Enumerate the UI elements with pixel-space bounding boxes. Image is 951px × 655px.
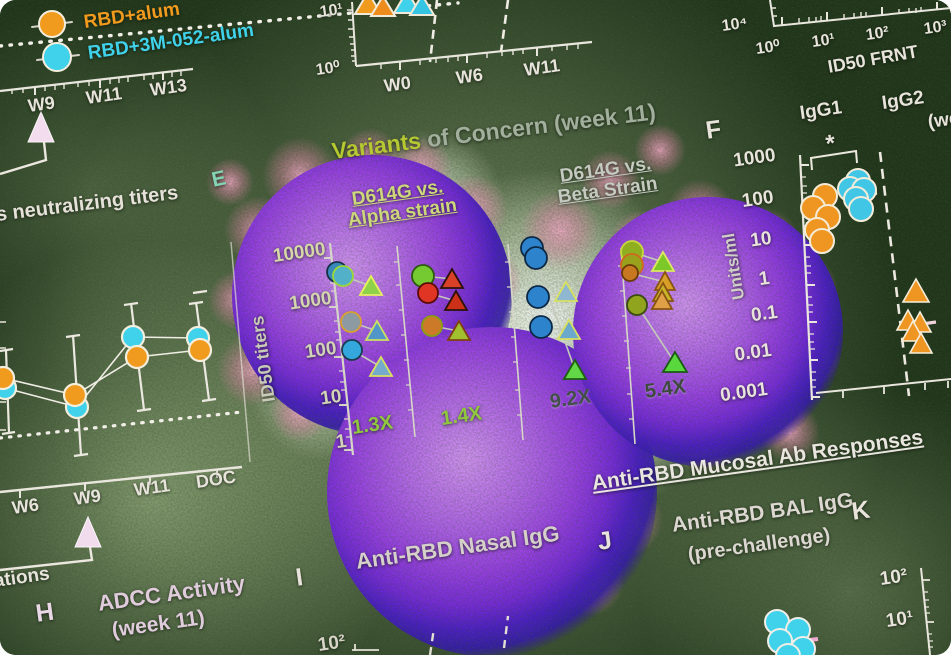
fold-change-4: 5.4X [643, 375, 688, 403]
dotted-separator-line [0, 1, 460, 48]
frnt-x-tick-0: 10⁰ [754, 37, 782, 58]
panel-k-tick-10: 10¹ [884, 607, 915, 632]
panel-i-marks [352, 615, 510, 655]
panel-k-3m052-cluster [764, 609, 819, 655]
tick-w6: W6 [454, 64, 485, 88]
panel-letter-h: H [33, 597, 56, 628]
panel-f-alum-cluster [800, 183, 841, 254]
panel-e-markers-col3 [520, 236, 588, 380]
legend-markers [31, 10, 80, 72]
panel-e-axes [324, 242, 636, 456]
fold-change-1: 1.3X [350, 411, 395, 439]
panel-h-arrow [0, 515, 102, 572]
panel-letter-f: F [703, 115, 724, 145]
tick-w13: W13 [148, 74, 189, 100]
neut-plot [0, 241, 251, 498]
neut-tick-w6: W6 [10, 494, 41, 518]
top-mid-dashed-lines [428, 0, 510, 63]
fold-change-3: 9.2X [548, 385, 593, 413]
tick-w0: W0 [382, 72, 413, 96]
tick-w9: W9 [26, 92, 57, 116]
top-mid-axes [347, 1, 593, 70]
error-bars [0, 289, 217, 458]
neut-tick-w9: W9 [72, 485, 103, 509]
panel-f-week-partial: (we [926, 107, 951, 133]
legend-marker-3m052 [42, 42, 72, 72]
panel-f-3m052-cluster [837, 168, 878, 222]
panel-k-tick-100: 10² [878, 565, 909, 590]
panel-i-y-tick: 10² [316, 631, 347, 655]
tick-w11b: W11 [522, 55, 562, 80]
top-mid-data-points [353, 0, 436, 17]
3m052-series-line [4, 336, 199, 408]
frnt-axis-lines [769, 0, 951, 28]
top-left-axis [0, 67, 194, 95]
tick-10e1: 10¹ [318, 0, 345, 21]
detection-limit-line [0, 410, 244, 440]
panel-f-dashed-divider [878, 151, 911, 397]
alum-series-line [2, 349, 201, 396]
series-points [0, 324, 213, 420]
panel-e-markers-col4 [620, 240, 689, 373]
panel-letter-k: K [849, 495, 872, 526]
panel-e-markers-col2 [411, 264, 472, 341]
top-left-arrow [0, 110, 55, 176]
legend-marker-alum [38, 10, 66, 38]
tick-10e0: 10⁰ [314, 58, 342, 79]
significance-bracket [809, 149, 858, 171]
neut-tick-w11: W11 [132, 475, 172, 500]
panel-e-markers-col1 [326, 261, 394, 377]
panel-g-alum-triangles [895, 277, 937, 354]
fold-change-2: 1.4X [439, 402, 484, 430]
neut-x-axis [0, 465, 243, 494]
tick-w11: W11 [84, 83, 124, 108]
frnt-x-tick-1: 10¹ [810, 30, 837, 51]
frnt-x-tick-2: 10² [864, 23, 891, 44]
panel-k-axis [920, 567, 934, 655]
frnt-x-tick-3: 10³ [922, 17, 949, 38]
